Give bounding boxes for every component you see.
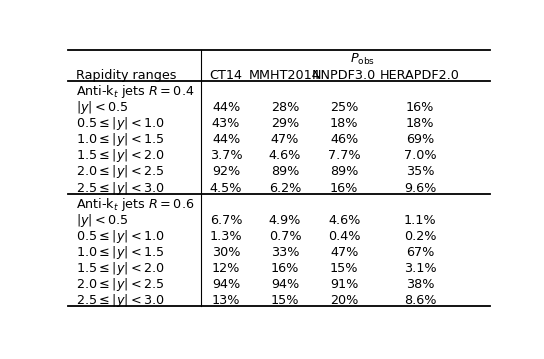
Text: $1.0 \leq |y| < 1.5$: $1.0 \leq |y| < 1.5$	[76, 131, 165, 148]
Text: $P_\mathrm{obs}$: $P_\mathrm{obs}$	[350, 52, 375, 67]
Text: 94%: 94%	[271, 278, 299, 291]
Text: 47%: 47%	[330, 246, 358, 259]
Text: 92%: 92%	[212, 165, 240, 178]
Text: 44%: 44%	[212, 101, 240, 114]
Text: $2.0 \leq |y| < 2.5$: $2.0 \leq |y| < 2.5$	[76, 163, 165, 181]
Text: 28%: 28%	[271, 101, 299, 114]
Text: 8.6%: 8.6%	[404, 294, 436, 307]
Text: 9.6%: 9.6%	[404, 182, 436, 195]
Text: $0.5 \leq |y| < 1.0$: $0.5 \leq |y| < 1.0$	[76, 115, 165, 132]
Text: 67%: 67%	[406, 246, 434, 259]
Text: 0.7%: 0.7%	[269, 230, 301, 243]
Text: MMHT2014: MMHT2014	[249, 69, 321, 82]
Text: 89%: 89%	[271, 165, 299, 178]
Text: 15%: 15%	[271, 294, 299, 307]
Text: 20%: 20%	[330, 294, 358, 307]
Text: 33%: 33%	[271, 246, 299, 259]
Text: 16%: 16%	[271, 262, 299, 275]
Text: 4.5%: 4.5%	[210, 182, 242, 195]
Text: 38%: 38%	[406, 278, 434, 291]
Text: 44%: 44%	[212, 133, 240, 146]
Text: 94%: 94%	[212, 278, 240, 291]
Text: $1.5 \leq |y| < 2.0$: $1.5 \leq |y| < 2.0$	[76, 148, 165, 164]
Text: 18%: 18%	[406, 117, 434, 130]
Text: 3.1%: 3.1%	[404, 262, 436, 275]
Text: 4.6%: 4.6%	[328, 214, 360, 227]
Text: 1.1%: 1.1%	[404, 214, 436, 227]
Text: $1.5 \leq |y| < 2.0$: $1.5 \leq |y| < 2.0$	[76, 260, 165, 277]
Text: 89%: 89%	[330, 165, 358, 178]
Text: $2.5 \leq |y| < 3.0$: $2.5 \leq |y| < 3.0$	[76, 292, 165, 309]
Text: 35%: 35%	[406, 165, 434, 178]
Text: $2.0 \leq |y| < 2.5$: $2.0 \leq |y| < 2.5$	[76, 276, 165, 293]
Text: 15%: 15%	[330, 262, 358, 275]
Text: 91%: 91%	[330, 278, 358, 291]
Text: Anti-k$_t$ jets $R = 0.4$: Anti-k$_t$ jets $R = 0.4$	[76, 83, 195, 100]
Text: 69%: 69%	[406, 133, 434, 146]
Text: 7.0%: 7.0%	[404, 149, 436, 162]
Text: 30%: 30%	[212, 246, 240, 259]
Text: 3.7%: 3.7%	[210, 149, 243, 162]
Text: $1.0 \leq |y| < 1.5$: $1.0 \leq |y| < 1.5$	[76, 244, 165, 261]
Text: 18%: 18%	[330, 117, 358, 130]
Text: 0.2%: 0.2%	[404, 230, 436, 243]
Text: 6.2%: 6.2%	[269, 182, 301, 195]
Text: 12%: 12%	[212, 262, 240, 275]
Text: $|y| < 0.5$: $|y| < 0.5$	[76, 99, 129, 116]
Text: 4.6%: 4.6%	[269, 149, 301, 162]
Text: 1.3%: 1.3%	[210, 230, 243, 243]
Text: 25%: 25%	[330, 101, 358, 114]
Text: 7.7%: 7.7%	[328, 149, 361, 162]
Text: $|y| < 0.5$: $|y| < 0.5$	[76, 212, 129, 229]
Text: 43%: 43%	[212, 117, 240, 130]
Text: CT14: CT14	[209, 69, 243, 82]
Text: 4.9%: 4.9%	[269, 214, 301, 227]
Text: Anti-k$_t$ jets $R = 0.6$: Anti-k$_t$ jets $R = 0.6$	[76, 196, 195, 213]
Text: $2.5 \leq |y| < 3.0$: $2.5 \leq |y| < 3.0$	[76, 180, 165, 197]
Text: HERAPDF2.0: HERAPDF2.0	[380, 69, 460, 82]
Text: 47%: 47%	[271, 133, 299, 146]
Text: 16%: 16%	[406, 101, 434, 114]
Text: 16%: 16%	[330, 182, 358, 195]
Text: 0.4%: 0.4%	[328, 230, 360, 243]
Text: Rapidity ranges: Rapidity ranges	[76, 69, 177, 82]
Text: 13%: 13%	[212, 294, 240, 307]
Text: NNPDF3.0: NNPDF3.0	[312, 69, 376, 82]
Text: 6.7%: 6.7%	[210, 214, 242, 227]
Text: $0.5 \leq |y| < 1.0$: $0.5 \leq |y| < 1.0$	[76, 228, 165, 245]
Text: 29%: 29%	[271, 117, 299, 130]
Text: 46%: 46%	[330, 133, 358, 146]
